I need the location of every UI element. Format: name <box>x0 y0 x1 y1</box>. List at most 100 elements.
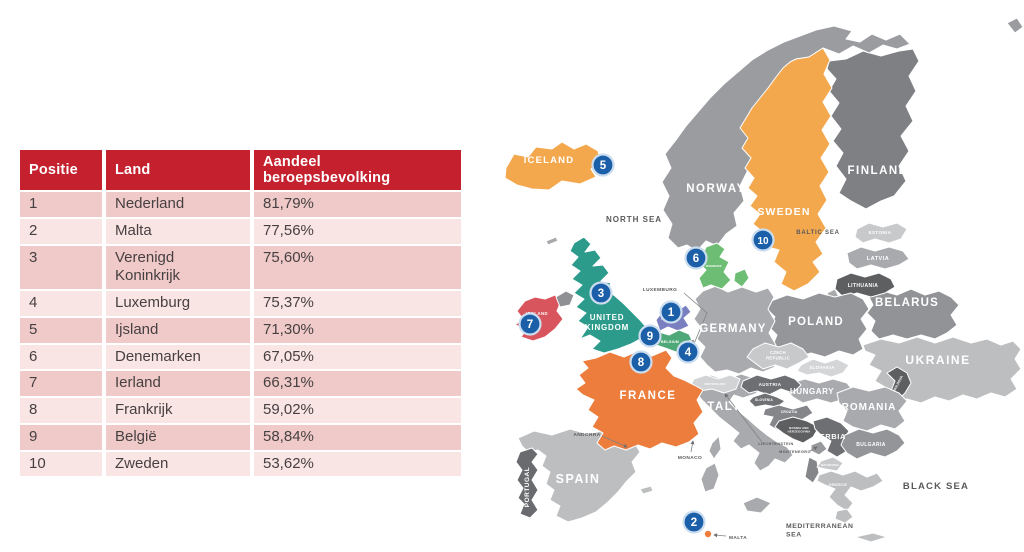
island-hebrides <box>545 236 559 246</box>
country-russia-fragment <box>1006 17 1024 34</box>
land-cell: Verenigd Koninkrijk <box>104 244 254 291</box>
svg-text:9: 9 <box>647 331 653 343</box>
callout-label-luxemburg: LUXEMBURG <box>643 287 678 293</box>
land-cell: Zweden <box>104 450 254 479</box>
country-label: GERMANY <box>699 323 766 335</box>
rank-marker-8: 8 <box>629 350 653 374</box>
aandeel-cell: 81,79% <box>252 191 461 219</box>
sea-label: NORTH SEA <box>606 215 662 224</box>
aandeel-cell: 53,62% <box>252 450 461 479</box>
country-france <box>575 349 704 451</box>
header-land: Land <box>104 150 254 192</box>
positie-cell: 8 <box>20 397 106 425</box>
island-denmark-zealand <box>733 268 750 288</box>
table-row: 1 Nederland 81,79% <box>20 191 461 219</box>
callout-label-monaco: MONACO <box>678 455 702 461</box>
country-label: SPAIN <box>556 472 601 486</box>
country-label: MACEDONIA <box>821 463 839 467</box>
table-header-row: Positie Land Aandeel beroepsbevolking <box>20 150 461 192</box>
country-poland <box>766 292 870 358</box>
aandeel-cell: 59,02% <box>252 397 461 425</box>
callout-line-andorra <box>601 435 628 448</box>
country-latvia <box>846 246 910 270</box>
sea-label: BLACK SEA <box>903 481 969 492</box>
land-cell: Ijsland <box>104 316 254 345</box>
country-slovakia <box>796 358 850 378</box>
malta-dot <box>704 530 712 538</box>
land-cell: België <box>104 423 254 452</box>
aandeel-cell: 58,84% <box>252 423 461 452</box>
svg-text:8: 8 <box>638 357 645 369</box>
svg-text:3: 3 <box>598 288 604 300</box>
country-label: SERBIA <box>814 432 846 441</box>
country-label: BELARUS <box>875 297 939 309</box>
aandeel-cell: 67,05% <box>252 343 461 372</box>
country-label: HUNGARY <box>790 387 834 396</box>
table-row: 4 Luxemburg 75,37% <box>20 290 461 318</box>
country-serbia <box>812 416 850 458</box>
positie-cell: 3 <box>20 244 106 291</box>
callout-line-monaco <box>690 440 695 453</box>
positie-cell: 5 <box>20 316 106 345</box>
rank-marker-10: 10 <box>751 228 775 252</box>
land-cell: Nederland <box>104 191 254 219</box>
country-label: FINLAND <box>848 165 909 177</box>
country-label: DENMARK <box>706 264 722 268</box>
country-label: FRANCE <box>620 390 677 402</box>
country-label: GREECE <box>829 482 848 487</box>
aandeel-cell: 71,30% <box>252 316 461 345</box>
region-northern-ireland <box>555 290 575 308</box>
svg-text:4: 4 <box>685 347 692 359</box>
country-albania <box>804 456 820 484</box>
island-corsica <box>708 435 722 460</box>
land-cell: Ierland <box>104 370 254 398</box>
positie-cell: 9 <box>20 423 106 452</box>
country-czech-republic <box>746 342 810 370</box>
country-label: UNITED KINGDOM <box>585 313 629 332</box>
land-cell: Malta <box>104 217 254 246</box>
table-row: 10 Zweden 53,62% <box>20 450 461 479</box>
country-portugal <box>515 447 539 519</box>
country-label: ITALY <box>703 401 742 413</box>
country-label: LITHUANIA <box>848 283 879 289</box>
callout-line-luxemburg <box>683 292 708 347</box>
callout-line-montenegro <box>809 446 818 452</box>
country-austria <box>740 374 802 396</box>
table-row: 2 Malta 77,56% <box>20 217 461 246</box>
country-label: BULGARIA <box>856 442 886 448</box>
country-label: ROMANIA <box>842 402 897 413</box>
sea-label: BALTIC SEA <box>796 230 840 236</box>
table-row: 6 Denemarken 67,05% <box>20 343 461 372</box>
rank-marker-3: 3 <box>589 281 613 305</box>
country-label: BELGIUM <box>661 340 679 344</box>
table-row: 5 Ijsland 71,30% <box>20 316 461 345</box>
island-sicily <box>742 496 772 514</box>
country-label: SLOVENIA <box>755 398 773 402</box>
table-row: 7 Ierland 66,31% <box>20 370 461 398</box>
country-greece <box>816 470 884 512</box>
country-label: IRELAND <box>526 311 548 316</box>
svg-text:6: 6 <box>693 253 699 265</box>
rank-marker-9: 9 <box>638 324 662 348</box>
rank-marker-1: 1 <box>659 300 683 324</box>
country-iceland <box>504 141 602 191</box>
country-label: SWITZERLAND <box>704 382 725 386</box>
positie-cell: 7 <box>20 370 106 398</box>
island-crete <box>854 532 888 543</box>
table-row: 3 Verenigd Koninkrijk 75,60% <box>20 244 461 291</box>
country-bosnia <box>774 416 820 444</box>
country-label: PORTUGAL <box>524 467 531 507</box>
country-romania <box>836 386 908 432</box>
rank-marker-5: 5 <box>591 153 615 177</box>
country-label: NORWAY <box>686 183 746 195</box>
callout-label-liechtenstein: LIECHTENSTEIN <box>758 442 793 446</box>
rank-marker-4: 4 <box>676 340 700 364</box>
aandeel-cell: 66,31% <box>252 370 461 398</box>
positie-cell: 6 <box>20 343 106 372</box>
aandeel-cell: 75,60% <box>252 244 461 291</box>
country-label: LATVIA <box>867 256 889 262</box>
callout-label-malta: MALTA <box>729 535 747 541</box>
header-positie: Positie <box>20 150 106 192</box>
